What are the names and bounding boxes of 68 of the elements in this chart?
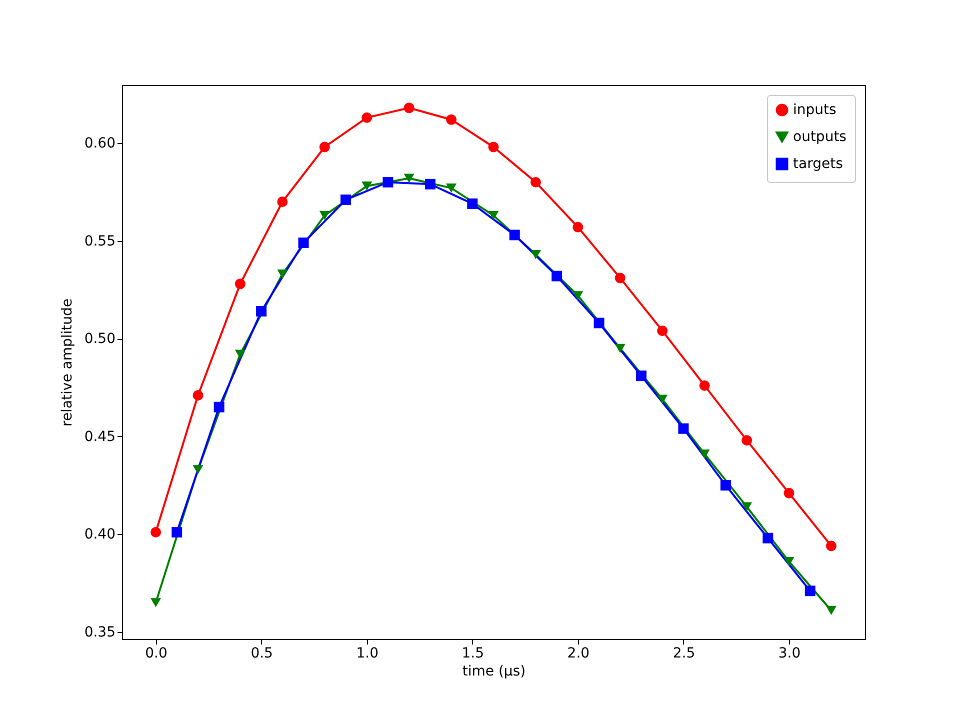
point xyxy=(804,586,816,596)
point xyxy=(552,270,562,282)
x-tick-label: 2.0 xyxy=(567,646,590,662)
y-tick-label: 0.55 xyxy=(84,233,116,250)
point xyxy=(277,196,288,207)
y-axis-title: relative amplitude xyxy=(59,298,76,427)
point xyxy=(572,291,584,300)
point xyxy=(362,112,372,123)
point xyxy=(699,380,710,391)
point xyxy=(826,606,836,615)
point xyxy=(742,502,752,512)
y-tick-label: 0.40 xyxy=(84,526,116,543)
point xyxy=(530,176,541,188)
point xyxy=(657,326,668,336)
point xyxy=(277,270,288,279)
point xyxy=(488,142,499,152)
y-tick-label: 0.60 xyxy=(84,136,116,152)
x-tick-label: 1.0 xyxy=(356,646,378,662)
point xyxy=(404,102,414,114)
x-axis-title: time (μs) xyxy=(462,664,526,680)
point xyxy=(362,182,372,191)
point xyxy=(404,174,414,183)
point xyxy=(319,142,330,152)
point xyxy=(467,198,478,209)
point xyxy=(192,390,204,401)
point xyxy=(699,449,710,459)
y-tick-label: 0.50 xyxy=(84,331,116,348)
point xyxy=(742,435,752,446)
x-tick-label: 2.5 xyxy=(672,646,696,662)
point xyxy=(150,598,162,608)
x-tick-label: 0.5 xyxy=(250,646,273,662)
x-tick-label: 3.0 xyxy=(778,646,801,662)
point xyxy=(234,350,246,359)
point xyxy=(424,178,436,190)
x-tick-label: 1.5 xyxy=(462,646,484,662)
point xyxy=(614,344,626,353)
point xyxy=(298,238,309,248)
point xyxy=(382,176,394,188)
point xyxy=(446,184,457,193)
point xyxy=(446,114,457,125)
y-tick-label: 0.35 xyxy=(84,624,116,640)
x-tick-label: 0.0 xyxy=(145,646,168,662)
point xyxy=(826,540,836,552)
point xyxy=(784,557,794,566)
legend-label: outputs xyxy=(793,129,846,145)
point xyxy=(572,222,584,232)
point xyxy=(636,370,646,382)
point xyxy=(488,210,499,220)
point xyxy=(214,402,224,412)
point xyxy=(256,306,267,316)
point xyxy=(657,394,668,404)
y-tick-label: 0.45 xyxy=(84,428,116,445)
point xyxy=(340,194,351,206)
point xyxy=(784,488,794,498)
point xyxy=(172,526,182,538)
point xyxy=(614,272,626,284)
point xyxy=(594,318,604,328)
point xyxy=(319,210,330,220)
point xyxy=(234,278,246,290)
point xyxy=(509,230,520,240)
point xyxy=(192,465,204,474)
legend-label: inputs xyxy=(793,102,836,118)
point xyxy=(762,532,774,544)
point xyxy=(720,480,731,491)
point xyxy=(530,250,541,260)
legend-label: targets xyxy=(793,156,843,172)
point xyxy=(678,423,689,434)
point xyxy=(150,526,162,538)
